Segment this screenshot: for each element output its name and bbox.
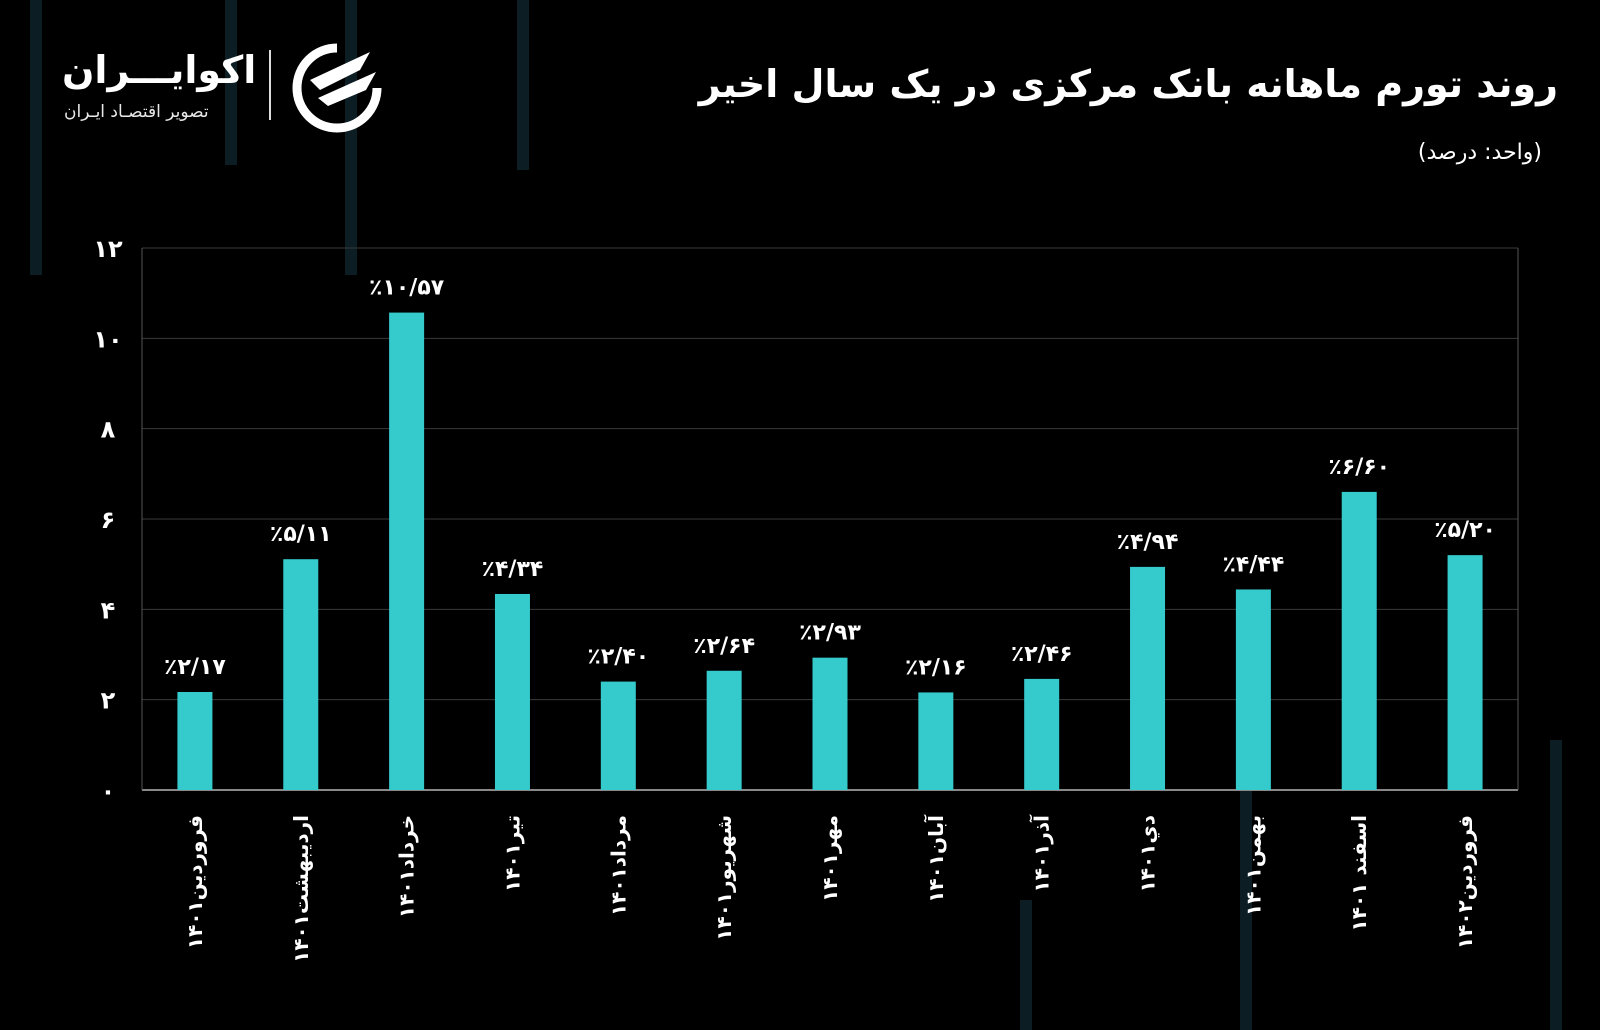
data-label: ٪۲/۴۶ — [1011, 642, 1073, 667]
data-label: ٪۲/۱۷ — [164, 655, 226, 680]
data-label: ٪۴/۴۴ — [1223, 552, 1285, 577]
bar — [1235, 589, 1271, 790]
x-tick-label: فروردین۱۴۰۲ — [1453, 815, 1477, 949]
background-decoration — [1020, 900, 1032, 1030]
x-tick-label: دي۱۴۰۱ — [1136, 815, 1161, 892]
x-tick-label: مرداد۱۴۰۱ — [606, 815, 630, 916]
y-tick-label: ۱۲ — [93, 235, 123, 263]
y-tick-label: ۸ — [101, 416, 116, 444]
bar — [177, 691, 213, 790]
x-tick-label: تیر۱۴۰۱ — [500, 815, 524, 892]
data-label: ٪۵/۲۰ — [1434, 518, 1496, 543]
x-tick-label: اردیبهشت۱۴۰۱ — [289, 815, 313, 963]
logo-tagline: تصویر اقتصـاد ایـران — [64, 102, 209, 122]
data-label: ٪۲/۶۴ — [693, 634, 755, 659]
x-tick-label: شهریور۱۴۰۱ — [712, 815, 736, 941]
data-label: ٪۴/۹۴ — [1117, 530, 1179, 555]
data-label: ٪۴/۳۴ — [482, 557, 544, 582]
x-tick-label: فروردین۱۴۰۱ — [183, 815, 207, 949]
background-decoration — [1240, 740, 1252, 1030]
x-tick-label: مهر۱۴۰۱ — [818, 815, 842, 902]
x-tick-label: آبان۱۴۰۱ — [923, 814, 948, 903]
bar — [1130, 566, 1166, 790]
y-tick-label: ۲ — [101, 687, 116, 715]
y-tick-label: ۰ — [101, 777, 116, 805]
background-decoration — [517, 0, 529, 170]
bar — [1341, 491, 1377, 790]
data-label: ٪۲/۹۳ — [799, 621, 861, 646]
chart-title: روند تورم ماهانه بانک مرکزی در یک سال اخ… — [698, 62, 1558, 106]
data-label: ٪۶/۶۰ — [1328, 455, 1390, 480]
logo-name: اکوایـــران — [62, 48, 257, 92]
bar — [283, 559, 319, 790]
x-tick-label: بهمن۱۴۰۱ — [1241, 815, 1265, 916]
y-tick-label: ۶ — [101, 506, 116, 534]
data-label: ٪۲/۴۰ — [587, 645, 649, 670]
data-label: ٪۱۰/۵۷ — [369, 276, 445, 301]
bar — [494, 593, 530, 790]
y-tick-label: ۴ — [101, 596, 116, 624]
bar — [389, 312, 425, 790]
x-tick-label: آذر۱۴۰۱ — [1029, 814, 1054, 893]
background-decoration — [30, 0, 42, 275]
x-tick-label: خرداد۱۴۰۱ — [395, 815, 419, 918]
bar — [706, 670, 742, 790]
logo: اکوایـــران تصویر اقتصـاد ایـران — [62, 40, 392, 135]
bar — [918, 692, 954, 790]
bar — [1024, 678, 1060, 790]
unit-label: (واحد: درصد) — [1417, 140, 1542, 165]
logo-mark-icon — [292, 43, 382, 133]
bar — [600, 681, 636, 790]
data-label: ٪۲/۱۶ — [905, 655, 967, 680]
bar — [1447, 555, 1483, 790]
x-tick-label: اسفند ۱۴۰۱ — [1347, 815, 1371, 931]
data-label: ٪۵/۱۱ — [270, 522, 332, 547]
y-tick-label: ۱۰ — [93, 325, 122, 353]
background-decoration — [1550, 740, 1562, 1030]
logo-divider — [269, 50, 271, 120]
bar — [812, 657, 848, 790]
background-decoration — [225, 0, 237, 165]
